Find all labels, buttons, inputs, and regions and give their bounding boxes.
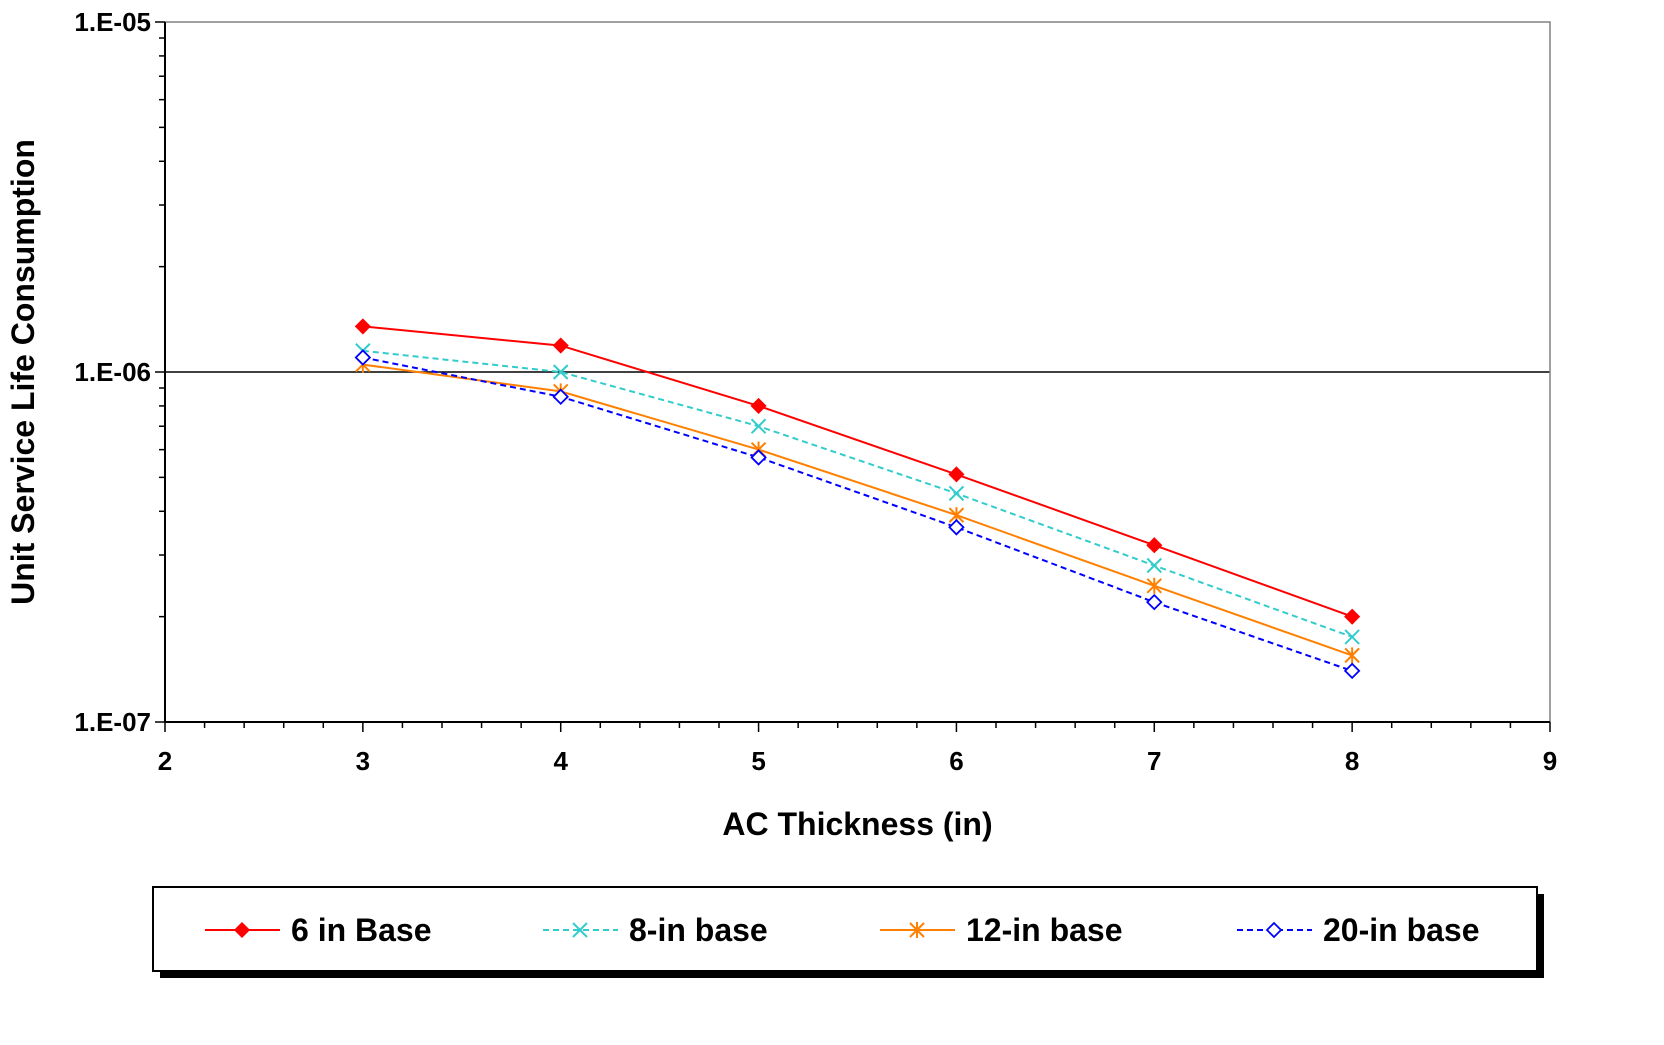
- data-point: [1146, 593, 1163, 611]
- data-point: [1146, 537, 1163, 554]
- legend-marker: [1265, 921, 1283, 939]
- legend-label: 8-in base: [629, 912, 768, 948]
- data-point: [354, 318, 371, 335]
- data-point: [552, 337, 569, 354]
- legend-entry: 12-in base: [880, 912, 1123, 948]
- legend-marker: [909, 922, 925, 938]
- legend-label: 6 in Base: [291, 912, 432, 948]
- x-tick-label: 8: [1345, 746, 1359, 776]
- series-line: [362, 363, 1353, 657]
- data-point: [750, 397, 767, 414]
- data-point: [1343, 662, 1361, 680]
- tick-labels: 2 3 4 5 6 7 8 9 1.E-07 1.E-06 1.E-05: [74, 7, 1557, 776]
- data-point: [552, 388, 569, 405]
- data-point: [1146, 577, 1162, 594]
- y-tick-label: 1.E-06: [74, 357, 151, 387]
- x-tick-label: 9: [1543, 746, 1557, 776]
- series-line: [362, 349, 1353, 638]
- x-tick-label: 5: [751, 746, 765, 776]
- axes: [155, 21, 1551, 732]
- data-point: [1344, 647, 1360, 664]
- legend-marker: [572, 922, 588, 938]
- y-tick-label: 1.E-07: [74, 707, 151, 737]
- data-point: [553, 364, 569, 380]
- series-line: [362, 356, 1353, 672]
- data-point: [750, 418, 767, 434]
- series-20-in-base: [354, 349, 1361, 680]
- legend-entry: 8-in base: [543, 912, 768, 948]
- legend-marker: [233, 921, 251, 939]
- y-tick-label: 1.E-05: [74, 7, 151, 37]
- x-tick-label: 6: [949, 746, 963, 776]
- legend-label: 12-in base: [966, 912, 1123, 948]
- series-layer: [354, 318, 1361, 680]
- x-tick-label: 2: [158, 746, 172, 776]
- series-6-in-base: [354, 318, 1361, 625]
- data-point: [354, 349, 372, 366]
- x-axis-title: AC Thickness (in): [722, 806, 992, 842]
- legend-entry: 20-in base: [1237, 912, 1480, 948]
- x-tick-label: 4: [553, 746, 568, 776]
- data-point: [1146, 557, 1162, 574]
- series-12-in-base: [355, 356, 1360, 664]
- legend-box: [152, 886, 1538, 972]
- series-line: [362, 325, 1353, 618]
- data-point: [948, 485, 965, 502]
- legend-entry: 6 in Base: [205, 912, 432, 948]
- series-8-in-base: [355, 343, 1360, 645]
- data-point: [948, 519, 965, 536]
- data-point: [1344, 629, 1360, 645]
- legend-label: 20-in base: [1323, 912, 1480, 948]
- y-axis-title: Unit Service Life Consumption: [5, 139, 41, 605]
- x-tick-label: 7: [1147, 746, 1161, 776]
- data-point: [1344, 608, 1361, 625]
- data-point: [750, 449, 767, 466]
- x-tick-label: 3: [356, 746, 370, 776]
- data-point: [948, 466, 965, 483]
- legend: 6 in Base 8-in base 12-in base 20-in base: [152, 886, 1544, 978]
